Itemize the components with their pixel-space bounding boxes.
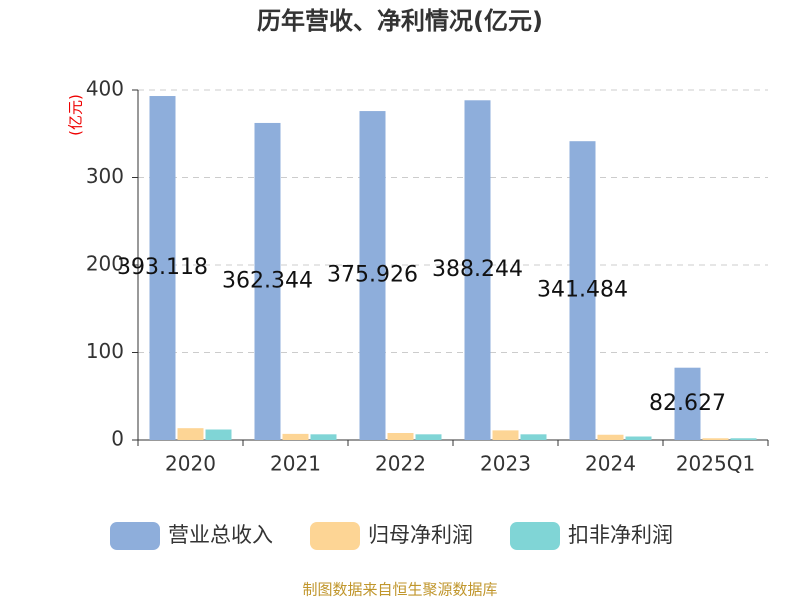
bar xyxy=(387,433,414,440)
bar xyxy=(597,434,624,440)
x-tick-label: 2020 xyxy=(165,452,216,476)
y-tick-label: 200 xyxy=(86,252,124,276)
bar xyxy=(282,433,309,440)
x-tick-label: 2021 xyxy=(270,452,321,476)
data-label: 341.484 xyxy=(537,278,628,303)
y-tick-label: 400 xyxy=(86,77,124,101)
bar xyxy=(730,438,757,440)
x-tick-label: 2022 xyxy=(375,452,426,476)
data-label: 82.627 xyxy=(649,391,726,416)
data-label: 375.926 xyxy=(327,263,418,288)
bar xyxy=(569,141,596,440)
y-tick-label: 0 xyxy=(111,427,124,451)
bar xyxy=(205,429,232,440)
bar xyxy=(149,96,176,440)
data-label: 362.344 xyxy=(222,268,313,293)
legend-swatch xyxy=(110,522,160,550)
bar xyxy=(310,434,337,440)
data-label: 388.244 xyxy=(432,257,523,282)
source-note: 制图数据来自恒生聚源数据库 xyxy=(302,581,497,599)
data-label: 393.118 xyxy=(117,255,208,280)
x-tick-label: 2023 xyxy=(480,452,531,476)
y-tick-label: 100 xyxy=(86,339,124,363)
x-tick-label: 2025Q1 xyxy=(676,452,755,476)
bar xyxy=(464,100,491,440)
bar xyxy=(492,430,519,440)
y-axis-label: (亿元) xyxy=(67,94,85,136)
bar xyxy=(702,438,729,440)
bar xyxy=(674,367,701,440)
legend-label: 营业总收入 xyxy=(168,523,273,547)
legend-label: 归母净利润 xyxy=(368,523,473,547)
bar xyxy=(625,436,652,440)
chart-title: 历年营收、净利情况(亿元) xyxy=(257,7,543,35)
bar xyxy=(359,111,386,440)
bar xyxy=(254,122,281,440)
legend-swatch xyxy=(510,522,560,550)
bar xyxy=(177,428,204,440)
legend-label: 扣非净利润 xyxy=(568,523,673,547)
bar xyxy=(520,434,547,440)
y-tick-label: 300 xyxy=(86,164,124,188)
bar xyxy=(415,434,442,440)
x-tick-label: 2024 xyxy=(585,452,636,476)
legend-swatch xyxy=(310,522,360,550)
